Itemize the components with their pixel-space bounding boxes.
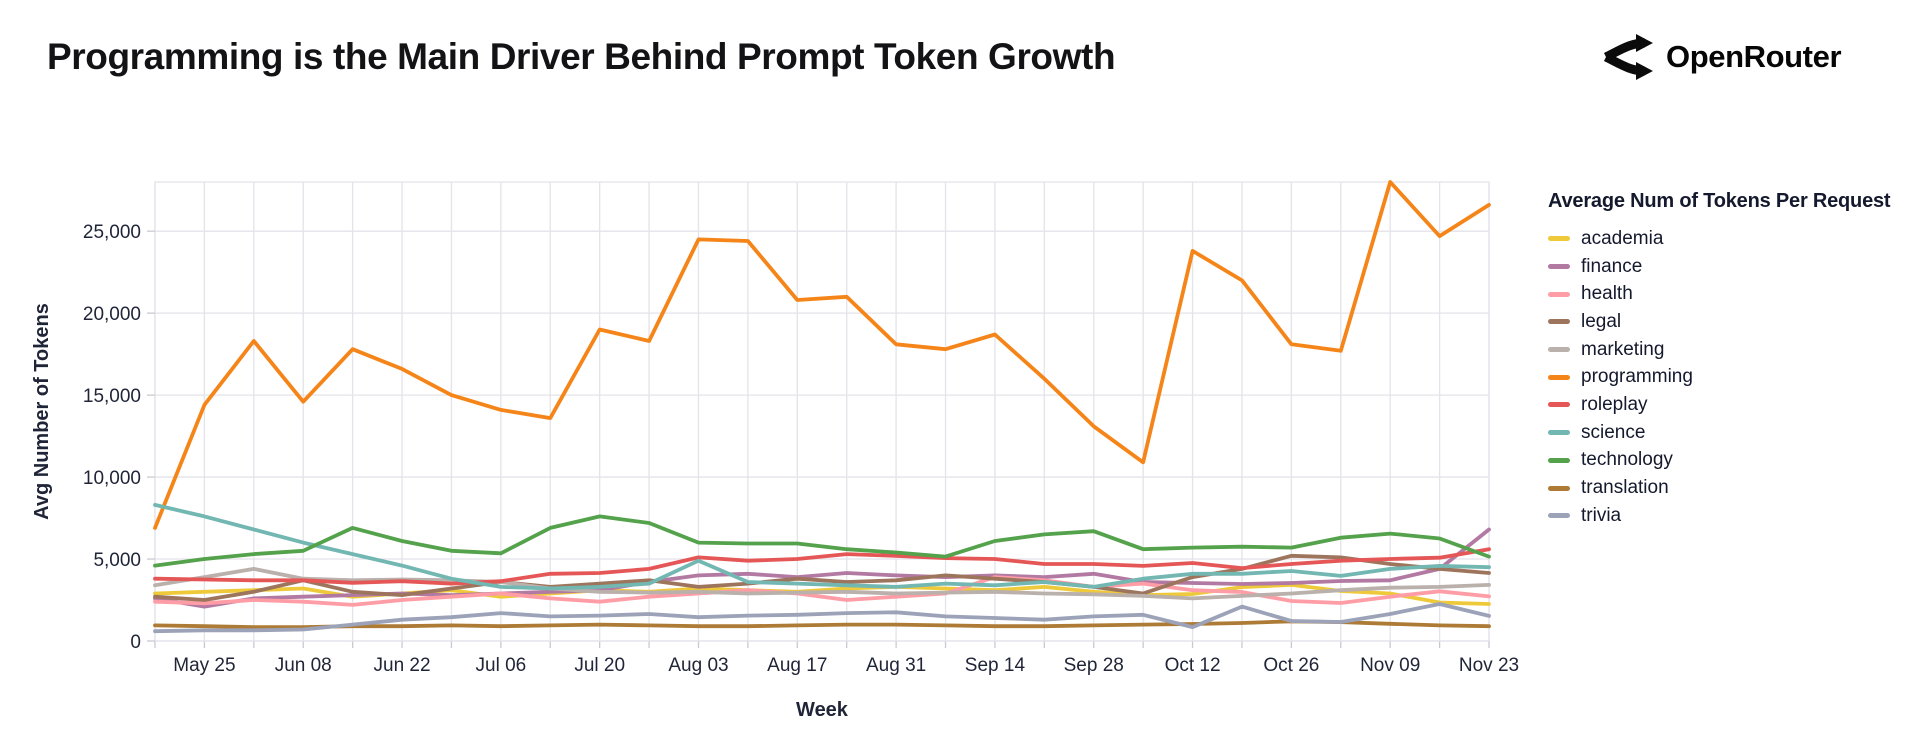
series-line-trivia: [153, 602, 1491, 634]
series-line-legal: [153, 553, 1491, 602]
x-tick-label: Jun 22: [374, 655, 431, 676]
legend-item-translation: translation: [1548, 474, 1920, 502]
openrouter-wordmark: OpenRouter: [1666, 39, 1842, 74]
x-tick-label: Nov 23: [1459, 655, 1519, 676]
legend-item-finance: finance: [1548, 253, 1920, 281]
x-tick-label: Oct 26: [1263, 655, 1319, 676]
y-tick-label: 15,000: [83, 386, 141, 407]
legend-label: roleplay: [1581, 393, 1648, 415]
legend-swatch-health: [1548, 291, 1570, 297]
series-line-translation: [153, 619, 1491, 629]
legend-item-roleplay: roleplay: [1548, 391, 1920, 419]
x-tick-label: Jul 20: [574, 655, 625, 676]
legend-label: finance: [1581, 255, 1643, 277]
legend-label: academia: [1581, 227, 1664, 249]
chart-legend: Average Num of Tokens Per Request academ…: [1548, 190, 1920, 530]
legend-swatch-technology: [1548, 457, 1570, 463]
legend-label: translation: [1581, 477, 1669, 499]
legend-item-technology: technology: [1548, 447, 1920, 475]
y-tick-label: 10,000: [83, 468, 141, 489]
legend-swatch-translation: [1548, 485, 1570, 491]
x-tick-label: Jul 06: [476, 655, 527, 676]
legend-items: academia finance health legal marketing progr…: [1548, 225, 1920, 530]
legend-swatch-roleplay: [1548, 402, 1570, 408]
legend-item-programming: programming: [1548, 363, 1920, 391]
legend-swatch-finance: [1548, 264, 1570, 270]
legend-swatch-academia: [1548, 236, 1570, 242]
y-tick-label: 0: [130, 632, 141, 653]
x-tick-label: Aug 31: [866, 655, 926, 676]
legend-item-marketing: marketing: [1548, 336, 1920, 364]
legend-item-legal: legal: [1548, 308, 1920, 336]
series-line-programming: [153, 180, 1491, 530]
openrouter-logo: OpenRouter: [1601, 34, 1842, 80]
x-tick-label: Sep 28: [1064, 655, 1124, 676]
x-tick-label: Jun 08: [275, 655, 332, 676]
x-tick-label: Oct 12: [1165, 655, 1221, 676]
legend-swatch-marketing: [1548, 347, 1570, 353]
legend-label: programming: [1581, 366, 1693, 388]
legend-swatch-legal: [1548, 319, 1570, 325]
series-line-technology: [153, 514, 1491, 568]
legend-item-health: health: [1548, 280, 1920, 308]
legend-label: legal: [1581, 310, 1622, 332]
page-title: Programming is the Main Driver Behind Pr…: [47, 36, 1116, 77]
legend-label: health: [1581, 283, 1633, 305]
legend-title: Average Num of Tokens Per Request: [1548, 190, 1891, 212]
x-axis-title: Week: [796, 699, 849, 721]
legend-label: trivia: [1581, 504, 1622, 526]
legend-item-academia: academia: [1548, 225, 1920, 253]
series-line-science: [153, 502, 1491, 591]
openrouter-fork-arrows-icon: [1603, 34, 1653, 80]
legend-swatch-trivia: [1548, 513, 1570, 519]
legend-swatch-programming: [1548, 374, 1570, 380]
legend-label: science: [1581, 421, 1646, 443]
x-tick-label: May 25: [173, 655, 235, 676]
x-tick-label: Sep 14: [965, 655, 1026, 676]
legend-swatch-science: [1548, 430, 1570, 436]
legend-label: marketing: [1581, 338, 1665, 360]
y-tick-label: 20,000: [83, 304, 141, 325]
x-tick-label: Nov 09: [1360, 655, 1420, 676]
x-tick-label: Aug 03: [668, 655, 728, 676]
y-axis-title: Avg Number of Tokens: [31, 303, 53, 520]
y-tick-label: 5,000: [93, 550, 141, 571]
series-line-roleplay: [153, 547, 1491, 586]
legend-item-science: science: [1548, 419, 1920, 447]
legend-label: technology: [1581, 449, 1673, 471]
x-tick-label: Aug 17: [767, 655, 827, 676]
series-line-marketing: [153, 567, 1491, 601]
legend-item-trivia: trivia: [1548, 502, 1920, 530]
y-tick-label: 25,000: [83, 222, 141, 243]
